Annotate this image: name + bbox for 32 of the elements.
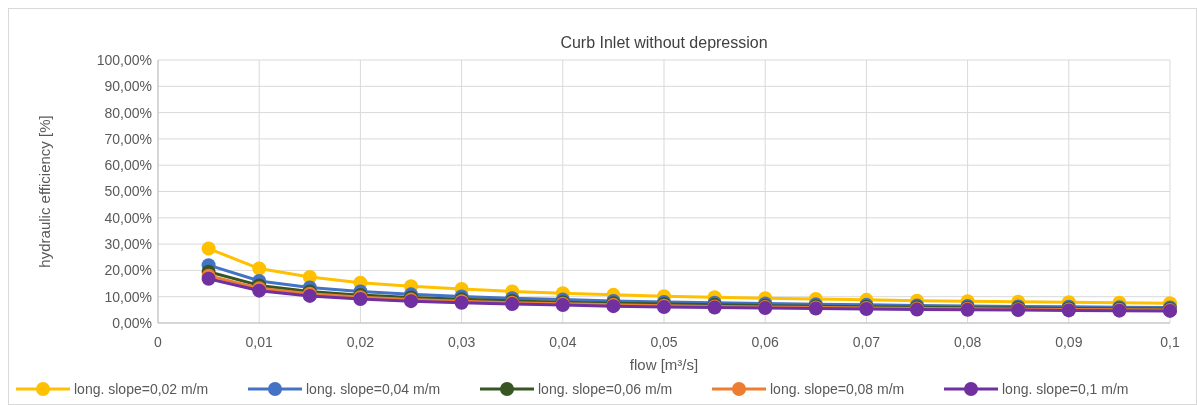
x-tick-label: 0,07 bbox=[852, 334, 881, 350]
legend-label: long. slope=0,08 m/m bbox=[770, 380, 905, 397]
x-tick-label: 0,1 bbox=[1160, 334, 1180, 350]
legend-label: long. slope=0,1 m/m bbox=[1002, 380, 1129, 397]
point bbox=[252, 261, 267, 276]
legend-label: long. slope=0,02 m/m bbox=[74, 380, 209, 397]
x-tick-label: 0,06 bbox=[751, 334, 780, 350]
point bbox=[201, 241, 216, 256]
x-tick-label: 0,03 bbox=[447, 334, 476, 350]
chart-title: Curb Inlet without depression bbox=[560, 34, 768, 51]
y-tick-label: 80,00% bbox=[104, 104, 152, 121]
legend-label: long. slope=0,04 m/m bbox=[306, 380, 441, 397]
x-tick-label: 0,01 bbox=[245, 334, 274, 350]
legend-label: long. slope=0,06 m/m bbox=[538, 380, 673, 397]
x-tick-label: 0,08 bbox=[953, 334, 982, 350]
y-tick-label: 50,00% bbox=[104, 183, 152, 200]
y-tick-label: 0,00% bbox=[112, 314, 152, 331]
y-axis-title: hydraulic efficiency [%] bbox=[36, 115, 53, 268]
x-tick-label: 0,09 bbox=[1055, 334, 1083, 350]
x-tick-label: 0,02 bbox=[346, 334, 375, 350]
y-tick-label: 20,00% bbox=[104, 262, 152, 279]
x-axis-title: flow [m³/s] bbox=[629, 356, 699, 373]
y-tick-label: 100,00% bbox=[96, 51, 152, 68]
y-tick-label: 60,00% bbox=[104, 157, 152, 174]
x-tick-label: 0,04 bbox=[549, 334, 577, 350]
y-tick-label: 90,00% bbox=[104, 78, 152, 95]
y-tick-label: 10,00% bbox=[104, 288, 152, 305]
x-tick-label: 0,05 bbox=[650, 334, 678, 350]
x-tick-label: 0 bbox=[154, 334, 163, 350]
y-tick-label: 40,00% bbox=[104, 209, 152, 226]
y-tick-label: 70,00% bbox=[104, 130, 152, 147]
y-tick-label: 30,00% bbox=[104, 236, 152, 252]
